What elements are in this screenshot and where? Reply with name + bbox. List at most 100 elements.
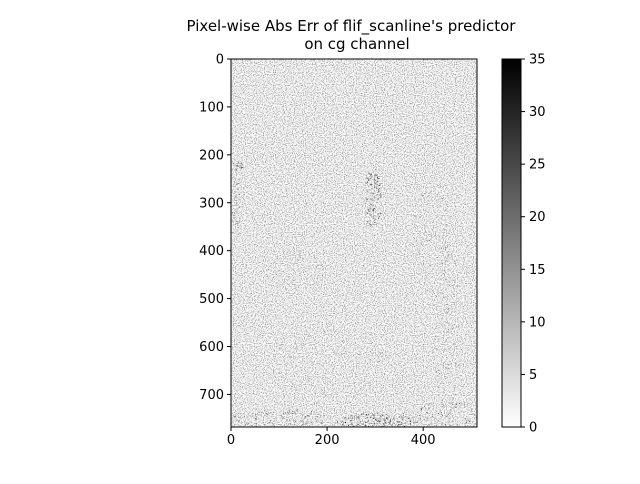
- error-speckle: [452, 327, 454, 329]
- error-speckle: [408, 418, 410, 419]
- error-speckle: [342, 339, 344, 341]
- error-speckle: [347, 355, 349, 357]
- error-speckle: [382, 355, 384, 357]
- error-speckle: [410, 419, 412, 421]
- error-speckle: [379, 188, 381, 190]
- error-speckle: [292, 269, 294, 271]
- error-speckle: [365, 199, 367, 201]
- error-speckle: [238, 179, 240, 181]
- error-speckle: [300, 417, 302, 419]
- error-speckle: [358, 423, 360, 425]
- error-speckle: [294, 412, 296, 414]
- error-speckle: [236, 220, 238, 222]
- error-speckle: [298, 264, 299, 266]
- error-speckle: [419, 417, 421, 419]
- error-speckle: [295, 348, 297, 350]
- error-speckle: [455, 406, 457, 408]
- error-speckle: [376, 422, 378, 424]
- error-speckle: [238, 233, 239, 235]
- error-speckle: [279, 428, 280, 429]
- error-speckle: [376, 222, 378, 224]
- error-speckle: [345, 422, 346, 423]
- error-speckle: [382, 418, 384, 420]
- error-speckle: [420, 198, 421, 200]
- error-speckle: [450, 409, 452, 411]
- error-speckle: [420, 263, 422, 265]
- error-speckle: [433, 351, 435, 353]
- error-speckle: [278, 284, 280, 286]
- error-speckle: [337, 421, 338, 423]
- error-speckle: [370, 193, 372, 195]
- error-speckle: [449, 348, 451, 350]
- error-speckle: [411, 410, 413, 412]
- error-speckle: [321, 275, 323, 276]
- error-speckle: [365, 198, 367, 200]
- error-speckle: [299, 421, 301, 422]
- error-speckle: [300, 256, 301, 258]
- error-speckle: [415, 421, 417, 423]
- error-speckle: [271, 416, 273, 418]
- error-speckle: [300, 272, 302, 274]
- error-speckle: [418, 281, 420, 283]
- error-speckle: [436, 296, 437, 298]
- error-speckle: [441, 263, 443, 264]
- error-speckle: [374, 181, 376, 183]
- error-speckle: [426, 417, 428, 419]
- error-speckle: [447, 282, 449, 284]
- error-speckle: [367, 191, 369, 193]
- error-speckle: [453, 261, 455, 263]
- error-speckle: [416, 240, 417, 242]
- error-speckle: [368, 173, 370, 175]
- error-speckle: [288, 276, 290, 278]
- error-speckle: [419, 415, 421, 417]
- error-speckle: [285, 288, 287, 290]
- heatmap-image: [231, 59, 477, 429]
- error-speckle: [360, 388, 362, 390]
- error-speckle: [256, 413, 258, 415]
- error-speckle: [372, 209, 374, 211]
- error-speckle: [370, 173, 372, 175]
- error-speckle: [372, 413, 374, 415]
- error-speckle: [437, 267, 439, 269]
- error-speckle: [247, 423, 249, 425]
- error-speckle: [267, 269, 269, 270]
- error-speckle: [313, 404, 315, 405]
- error-speckle: [410, 423, 412, 425]
- error-speckle: [442, 406, 444, 408]
- error-speckle: [444, 267, 445, 268]
- error-speckle: [357, 421, 359, 423]
- error-speckle: [450, 256, 452, 258]
- error-speckle: [346, 330, 348, 332]
- error-speckle: [367, 181, 368, 183]
- error-speckle: [232, 232, 234, 234]
- error-speckle: [396, 425, 398, 427]
- error-speckle: [378, 419, 379, 421]
- y-tick-label: 300: [199, 196, 224, 211]
- error-speckle: [278, 371, 280, 373]
- error-speckle: [404, 416, 406, 418]
- error-speckle: [356, 416, 358, 418]
- error-speckle: [291, 428, 292, 429]
- error-speckle: [437, 199, 439, 201]
- error-speckle: [247, 414, 249, 416]
- error-speckle: [366, 414, 367, 416]
- colorbar-tick-label: 30: [529, 105, 546, 120]
- error-speckle: [466, 419, 468, 421]
- error-speckle: [423, 233, 425, 235]
- error-speckle: [451, 259, 453, 261]
- error-speckle: [323, 415, 325, 417]
- error-speckle: [342, 423, 344, 425]
- error-speckle: [449, 280, 451, 282]
- error-speckle: [363, 395, 365, 397]
- error-speckle: [461, 340, 463, 342]
- error-speckle: [274, 420, 276, 422]
- error-speckle: [336, 329, 338, 331]
- error-speckle: [440, 278, 442, 280]
- error-speckle: [402, 414, 404, 416]
- error-speckle: [310, 413, 312, 415]
- error-speckle: [444, 247, 446, 249]
- error-speckle: [371, 176, 373, 178]
- error-speckle: [443, 362, 445, 363]
- error-speckle: [424, 406, 425, 408]
- error-speckle: [380, 415, 381, 417]
